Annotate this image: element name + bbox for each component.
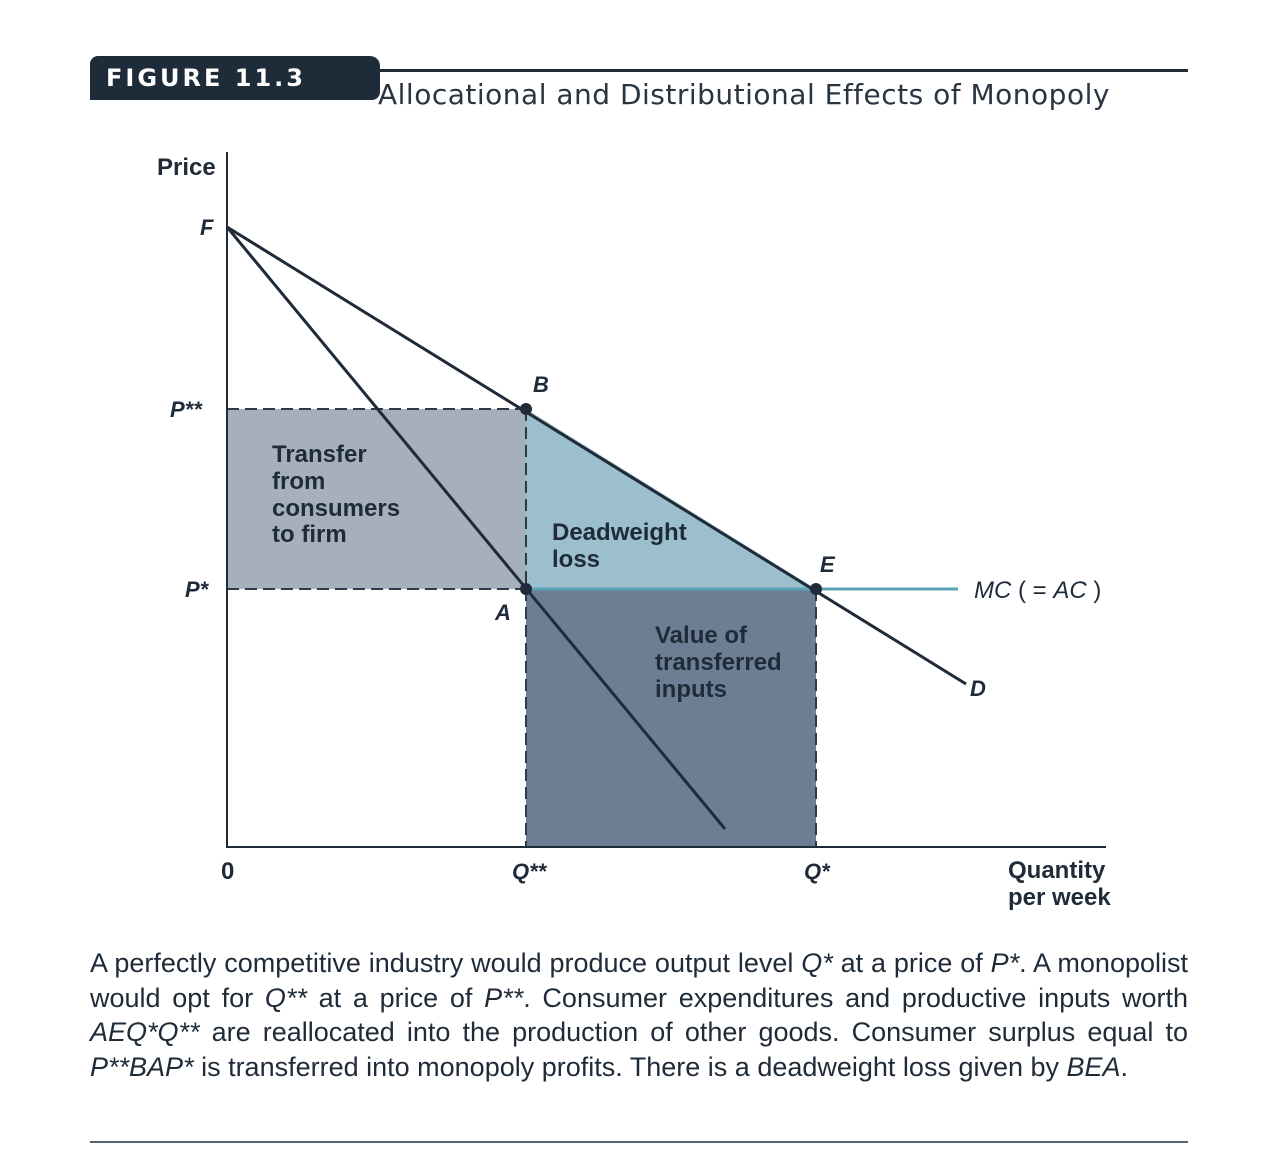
- transferred-inputs-area: [526, 589, 816, 847]
- q-star-label: Q*: [804, 859, 831, 884]
- figure-caption: A perfectly competitive industry would p…: [90, 946, 1188, 1084]
- caption-part-5: . A monopolist would opt for: [90, 948, 1188, 1013]
- figure-title: Allocational and Distributional Effects …: [378, 78, 1110, 111]
- q-double-star-label: Q**: [512, 859, 548, 884]
- marginal-revenue-curve: [225, 226, 727, 830]
- bottom-rule: [90, 1141, 1188, 1143]
- caption-q-double-star: Q**: [264, 982, 307, 1013]
- demand-curve: [226, 225, 967, 686]
- point-b-label: B: [533, 372, 549, 397]
- monopoly-diagram: Price Quantity per week 0 P** P* Q** Q* …: [157, 152, 1111, 911]
- x-axis-label-line2: per week: [1008, 884, 1111, 911]
- mc-label-close: ): [1093, 577, 1101, 604]
- mc-curve-label: MC ( = AC ): [974, 577, 1101, 604]
- caption-p-double-star: P**: [484, 982, 524, 1013]
- caption-bea: BEA: [1066, 1051, 1121, 1082]
- transfer-line-2: from: [272, 468, 325, 495]
- inputs-line-1: Value of: [655, 622, 748, 649]
- origin-label: 0: [221, 858, 234, 885]
- transfer-area-label: Transfer from consumers to firm: [272, 441, 407, 548]
- p-double-star-label: P**: [170, 397, 203, 422]
- point-f-label: F: [200, 215, 214, 240]
- figure-badge: FIGURE 11.3: [90, 56, 380, 100]
- caption-part-11: are reallocated into the production of o…: [199, 1017, 1188, 1047]
- transfer-line-4: to firm: [272, 521, 347, 548]
- caption-part-15: .: [1120, 1051, 1129, 1082]
- deadweight-area-label: Deadweight loss: [552, 519, 693, 573]
- demand-label: D: [970, 676, 986, 701]
- caption-p-star: P*: [990, 948, 1020, 978]
- caption-part-3: at a price of: [832, 948, 991, 978]
- caption-part-13: is transferred into monopoly profits. Th…: [193, 1051, 1067, 1082]
- mc-label-paren: ( =: [1018, 577, 1053, 604]
- transfer-line-3: consumers: [272, 495, 400, 522]
- caption-pbap: P**BAP*: [90, 1051, 194, 1082]
- transfer-line-1: Transfer: [272, 441, 367, 468]
- deadweight-line-1: Deadweight: [552, 519, 687, 546]
- figure-header: FIGURE 11.3 Allocational and Distributio…: [0, 0, 1284, 130]
- caption-part-1: A perfectly competitive industry would p…: [90, 948, 802, 978]
- mc-label-ac: AC: [1051, 577, 1087, 604]
- mc-label-mc: MC: [974, 577, 1012, 604]
- y-axis-label: Price: [157, 154, 216, 181]
- p-star-label: P*: [185, 577, 210, 602]
- point-a-label: A: [494, 600, 511, 625]
- point-e-label: E: [820, 552, 836, 577]
- caption-part-7: at a price of: [306, 982, 485, 1013]
- deadweight-loss-area: [526, 409, 816, 589]
- caption-part-9: . Consumer expenditures and productive i…: [523, 982, 1188, 1013]
- inputs-line-2: transferred: [655, 649, 782, 676]
- caption-q-star: Q*: [801, 948, 833, 978]
- inputs-line-3: inputs: [655, 676, 727, 703]
- x-axis-label-line1: Quantity: [1008, 857, 1106, 884]
- caption-aeqq: AEQ*Q**: [90, 1017, 200, 1047]
- point-e-marker: [810, 583, 822, 595]
- transfer-area: [227, 409, 526, 589]
- header-rule: [330, 69, 1188, 72]
- point-b-marker: [520, 403, 532, 415]
- point-a-marker: [520, 583, 532, 595]
- deadweight-line-2: loss: [552, 546, 600, 573]
- inputs-area-label: Value of transferred inputs: [655, 622, 788, 703]
